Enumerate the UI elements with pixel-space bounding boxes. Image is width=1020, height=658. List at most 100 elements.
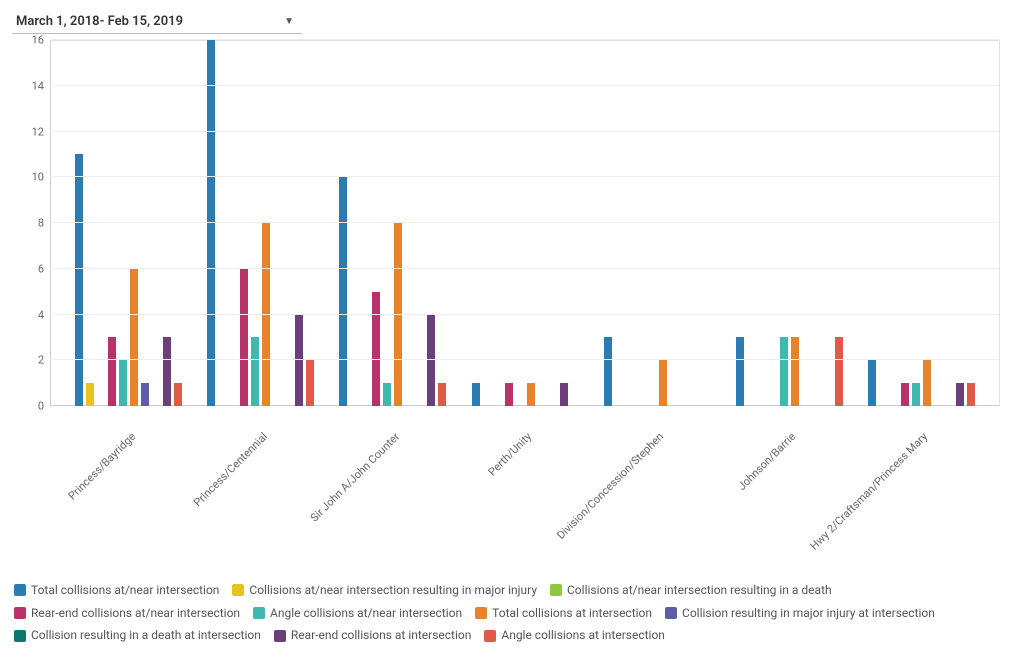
bar[interactable] xyxy=(86,383,94,406)
bar[interactable] xyxy=(736,337,744,406)
bar[interactable] xyxy=(75,154,83,406)
date-range-dropdown[interactable]: March 1, 2018- Feb 15, 2019 ▼ xyxy=(12,8,302,34)
bar[interactable] xyxy=(174,383,182,406)
legend-label: Angle collisions at/near intersection xyxy=(270,603,462,623)
legend-swatch xyxy=(14,607,26,619)
bar[interactable] xyxy=(295,315,303,407)
legend-item[interactable]: Total collisions at/near intersection xyxy=(14,580,219,600)
y-axis: 0246810121416 xyxy=(10,40,50,406)
bar[interactable] xyxy=(306,360,314,406)
gridline xyxy=(50,359,999,360)
gridline xyxy=(50,131,999,132)
legend-item[interactable]: Rear-end collisions at intersection xyxy=(274,625,472,645)
x-axis-labels: Princess/BayridgePrincess/CentennialSir … xyxy=(50,420,1000,560)
y-tick-label: 16 xyxy=(32,34,44,47)
x-tick-label: Sir John A/John Counter xyxy=(251,430,402,581)
y-tick-label: 10 xyxy=(32,171,44,184)
x-tick-label: Perth/Unity xyxy=(384,430,535,581)
bar[interactable] xyxy=(956,383,964,406)
legend-swatch xyxy=(274,630,286,642)
bar-group xyxy=(868,41,975,406)
legend-item[interactable]: Collision resulting in major injury at i… xyxy=(665,603,935,623)
bar[interactable] xyxy=(967,383,975,406)
bar-group xyxy=(339,41,446,406)
bar[interactable] xyxy=(472,383,480,406)
legend-label: Total collisions at intersection xyxy=(492,603,652,623)
bar[interactable] xyxy=(339,177,347,406)
gridline xyxy=(50,268,999,269)
legend-swatch xyxy=(665,607,677,619)
gridline xyxy=(50,222,999,223)
bar-group xyxy=(207,41,314,406)
bar[interactable] xyxy=(383,383,391,406)
legend-item[interactable]: Rear-end collisions at/near intersection xyxy=(14,603,240,623)
legend-label: Rear-end collisions at intersection xyxy=(291,625,472,645)
legend-item[interactable]: Collisions at/near intersection resultin… xyxy=(550,580,832,600)
bar[interactable] xyxy=(659,360,667,406)
legend-label: Collision resulting in major injury at i… xyxy=(682,603,935,623)
x-tick-label: Johnson/Barrie xyxy=(648,430,799,581)
bar[interactable] xyxy=(505,383,513,406)
legend-swatch xyxy=(484,630,496,642)
bar[interactable] xyxy=(912,383,920,406)
bar[interactable] xyxy=(923,360,931,406)
x-tick-label: Hwy 2/Craftsman/Princess Mary xyxy=(780,430,931,581)
collision-bar-chart: 0246810121416 Princess/BayridgePrincess/… xyxy=(10,40,1010,420)
legend-swatch xyxy=(475,607,487,619)
bar-group xyxy=(75,41,182,406)
y-tick-label: 12 xyxy=(32,125,44,138)
legend-swatch xyxy=(14,584,26,596)
legend-item[interactable]: Total collisions at intersection xyxy=(475,603,652,623)
bar[interactable] xyxy=(604,337,612,406)
bar[interactable] xyxy=(835,337,843,406)
legend-label: Rear-end collisions at/near intersection xyxy=(31,603,240,623)
legend-item[interactable]: Collision resulting in a death at inters… xyxy=(14,625,261,645)
y-tick-label: 8 xyxy=(38,217,44,230)
bar-group xyxy=(472,41,579,406)
bar[interactable] xyxy=(901,383,909,406)
legend-label: Collisions at/near intersection resultin… xyxy=(567,580,832,600)
bar[interactable] xyxy=(130,269,138,406)
bar-group xyxy=(736,41,843,406)
plot-area xyxy=(50,40,1000,406)
bar[interactable] xyxy=(780,337,788,406)
bar[interactable] xyxy=(163,337,171,406)
bar[interactable] xyxy=(108,337,116,406)
legend-label: Collision resulting in a death at inters… xyxy=(31,625,261,645)
y-tick-label: 6 xyxy=(38,262,44,275)
bar[interactable] xyxy=(372,292,380,406)
bar[interactable] xyxy=(262,223,270,406)
legend-item[interactable]: Angle collisions at intersection xyxy=(484,625,665,645)
y-tick-label: 14 xyxy=(32,79,44,92)
gridline xyxy=(50,39,999,40)
bar[interactable] xyxy=(240,269,248,406)
chart-legend: Total collisions at/near intersection Co… xyxy=(14,580,1006,648)
date-range-label: March 1, 2018- Feb 15, 2019 xyxy=(16,14,183,29)
bar[interactable] xyxy=(868,360,876,406)
legend-swatch xyxy=(550,584,562,596)
bar[interactable] xyxy=(119,360,127,406)
bar[interactable] xyxy=(207,40,215,406)
bar[interactable] xyxy=(438,383,446,406)
bar[interactable] xyxy=(251,337,259,406)
bar[interactable] xyxy=(427,315,435,407)
bar[interactable] xyxy=(560,383,568,406)
gridline xyxy=(50,85,999,86)
bar[interactable] xyxy=(791,337,799,406)
bar[interactable] xyxy=(527,383,535,406)
x-tick-label: Division/Concession/Stephen xyxy=(516,430,667,581)
legend-swatch xyxy=(253,607,265,619)
bar[interactable] xyxy=(141,383,149,406)
chevron-down-icon: ▼ xyxy=(284,16,294,27)
legend-item[interactable]: Angle collisions at/near intersection xyxy=(253,603,462,623)
legend-swatch xyxy=(232,584,244,596)
bar[interactable] xyxy=(394,223,402,406)
gridline xyxy=(50,314,999,315)
x-tick-label: Princess/Centennial xyxy=(119,430,270,581)
x-tick-label: Princess/Bayridge xyxy=(0,430,138,581)
legend-item[interactable]: Collisions at/near intersection resultin… xyxy=(232,580,537,600)
legend-label: Collisions at/near intersection resultin… xyxy=(249,580,537,600)
bar-group xyxy=(604,41,711,406)
legend-label: Total collisions at/near intersection xyxy=(31,580,219,600)
legend-label: Angle collisions at intersection xyxy=(501,625,665,645)
